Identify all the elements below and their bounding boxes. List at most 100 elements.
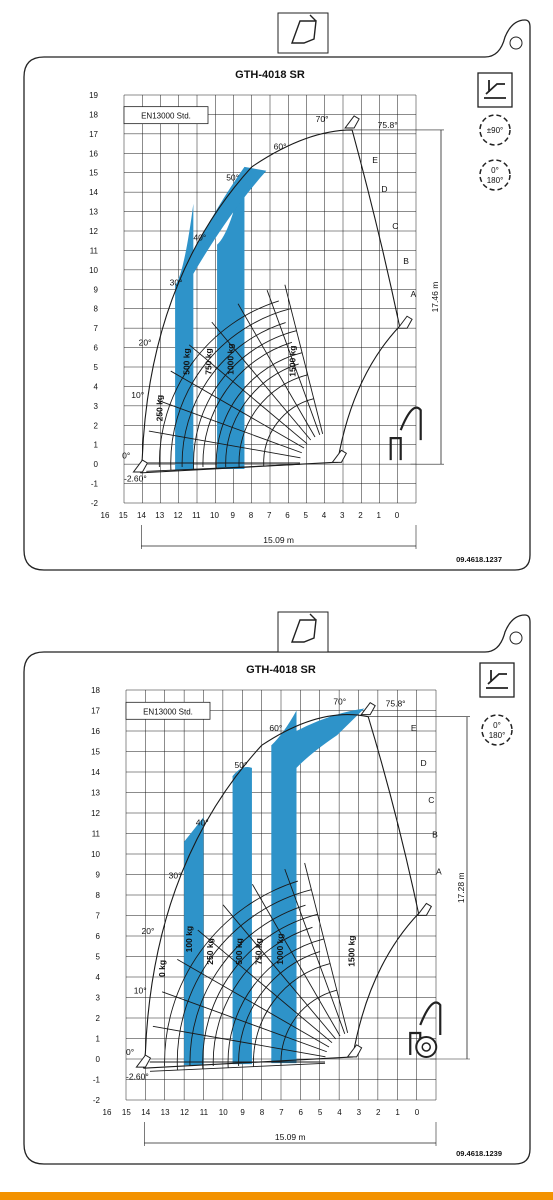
standard-label: EN13000 Std. xyxy=(141,112,191,121)
angle-label: 60° xyxy=(269,723,282,733)
chart-code: 09.4618.1239 xyxy=(456,1149,502,1158)
y-tick-label: 9 xyxy=(94,285,99,294)
y-tick-label: 13 xyxy=(91,789,100,798)
fork-icon xyxy=(416,902,433,916)
angle-line xyxy=(188,344,308,445)
x-tick-label: 7 xyxy=(279,1108,284,1117)
x-tick-label: 0 xyxy=(415,1108,420,1117)
extension-label: A xyxy=(411,289,417,299)
angle-label: 40° xyxy=(196,817,209,827)
chart-frame xyxy=(23,19,531,571)
load-chart-1: GTH-4018 SR19181716151413121110987654321… xyxy=(23,12,531,571)
x-tick-label: 3 xyxy=(357,1108,362,1117)
y-tick-label: 11 xyxy=(90,246,99,255)
angle-label: 30° xyxy=(169,871,182,881)
envelope-outline xyxy=(142,713,420,1069)
load-curve xyxy=(225,363,299,468)
rotation-label: 0° xyxy=(491,166,499,175)
angle-line xyxy=(251,884,341,1037)
extension-label: C xyxy=(392,221,398,231)
y-tick-label: 7 xyxy=(94,324,99,333)
angle-line xyxy=(266,290,321,435)
x-tick-label: 14 xyxy=(137,511,146,520)
y-tick-label: 6 xyxy=(96,932,101,941)
x-tick-label: 11 xyxy=(200,1108,209,1117)
chart-title: GTH-4018 SR xyxy=(246,664,316,676)
frame-hole-icon xyxy=(509,36,523,50)
load-zone xyxy=(184,817,204,1066)
extension-label: D xyxy=(421,758,427,768)
y-tick-label: 1 xyxy=(96,1035,101,1044)
y-tick-label: 12 xyxy=(91,809,100,818)
load-label: 750 kg xyxy=(204,348,214,374)
tyres-chassis-icon-glyph xyxy=(486,670,508,689)
load-curve xyxy=(189,904,306,1067)
angle-label: -2.60° xyxy=(124,474,147,484)
angle-label: 50° xyxy=(235,760,248,770)
rotation-label: 180° xyxy=(487,176,504,185)
rotation-label: 0° xyxy=(493,721,501,730)
y-tick-label: 2 xyxy=(94,421,99,430)
angle-label: 10° xyxy=(134,985,147,995)
y-tick-label: 8 xyxy=(94,305,99,314)
load-label: 250 kg xyxy=(154,395,164,421)
fork-chassis-icon xyxy=(477,72,513,108)
y-tick-label: 0 xyxy=(94,460,99,469)
angle-lines xyxy=(149,862,349,1072)
angle-line xyxy=(157,399,302,454)
load-label: 500 kg xyxy=(182,348,192,374)
y-tick-label: 1 xyxy=(94,441,99,450)
x-tick-label: 6 xyxy=(299,1108,304,1117)
extension-arc xyxy=(176,889,312,1071)
y-tick-label: -2 xyxy=(93,1096,101,1105)
y-tick-label: -2 xyxy=(91,499,99,508)
load-curve xyxy=(202,341,293,468)
y-tick-label: 16 xyxy=(91,727,100,736)
reach-label: 15.09 m xyxy=(275,1132,306,1142)
extension-label: B xyxy=(403,256,409,266)
y-tick-label: 14 xyxy=(91,768,100,777)
standard-box xyxy=(125,701,211,720)
load-curve xyxy=(164,880,299,1067)
y-tick-label: 13 xyxy=(89,208,98,217)
rotation-180-icon xyxy=(479,159,511,191)
y-tick-label: 19 xyxy=(89,91,98,100)
bucket-icon xyxy=(291,14,317,44)
y-tick-label: 3 xyxy=(96,994,101,1003)
x-tick-label: 0 xyxy=(395,511,400,520)
x-tick-label: 2 xyxy=(376,1108,381,1117)
y-tick-label: 5 xyxy=(96,953,101,962)
extension-label: B xyxy=(432,830,438,840)
load-label: 1000 kg xyxy=(275,933,285,964)
chart-frame xyxy=(23,614,531,1165)
x-tick-label: 3 xyxy=(340,511,345,520)
x-tick-label: 12 xyxy=(174,511,183,520)
load-label: 100 kg xyxy=(184,926,194,952)
frame-hole-icon xyxy=(509,631,523,645)
rotation-180-icon xyxy=(481,714,513,746)
angle-label: 75.8° xyxy=(378,120,398,130)
load-curve xyxy=(181,322,286,468)
orange-footer-bar xyxy=(0,1192,553,1200)
chart-title: GTH-4018 SR xyxy=(235,69,305,81)
y-tick-label: 10 xyxy=(89,266,98,275)
grid xyxy=(123,94,417,504)
x-tick-label: 11 xyxy=(192,511,201,520)
extension-arc xyxy=(238,374,308,468)
fork-icon xyxy=(135,1054,152,1068)
extension-arc xyxy=(215,352,303,469)
load-zone xyxy=(271,708,365,768)
y-tick-label: 7 xyxy=(96,912,101,921)
y-tick-label: 15 xyxy=(89,169,98,178)
x-tick-label: 14 xyxy=(141,1108,150,1117)
load-zone xyxy=(232,766,252,1065)
angle-line xyxy=(222,904,337,1040)
angle-line xyxy=(197,929,333,1044)
extension-label: C xyxy=(428,795,434,805)
angle-label: 50° xyxy=(226,172,239,182)
angle-label: 0° xyxy=(126,1047,134,1057)
y-tick-label: 17 xyxy=(89,130,98,139)
angle-label: -2.60° xyxy=(126,1072,149,1082)
y-tick-label: 18 xyxy=(91,686,100,695)
